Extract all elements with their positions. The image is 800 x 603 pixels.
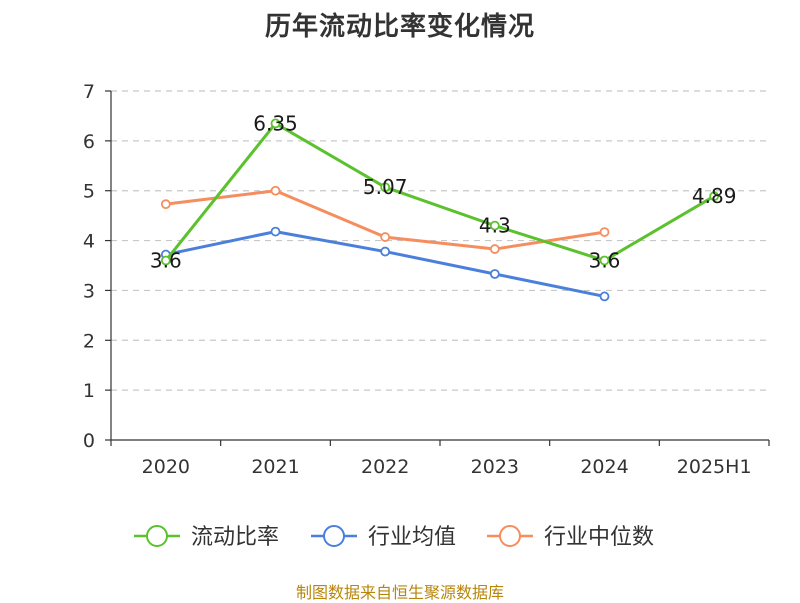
data-point[interactable] [160,255,171,266]
legend-item[interactable]: 行业均值 [311,525,456,550]
legend-marker-icon [323,525,345,547]
data-point[interactable] [380,246,391,257]
source-note: 制图数据来自恒生聚源数据库 [295,583,504,602]
legend-marker-icon [146,525,168,547]
legend-label: 行业均值 [368,525,456,550]
axes: 0 1 2 3 4 5 6 7 2020 2021 2022 2023 2024 2025H1 [83,81,770,478]
data-label: 4.89 [692,184,737,208]
legend[interactable]: 流动比率 行业均值 行业中位数 [134,525,654,550]
x-tick-label: 2023 [471,456,519,478]
y-tick-label: 0 [83,430,95,452]
data-point[interactable] [489,220,500,231]
data-point[interactable] [380,182,391,193]
x-tick-label: 2021 [251,456,299,478]
y-tick-label: 7 [83,81,95,103]
y-tick-label: 2 [83,330,95,352]
series-layer [160,118,720,302]
data-point[interactable] [599,291,610,302]
x-tick-label: 2022 [361,456,409,478]
data-point[interactable] [489,244,500,254]
data-point[interactable] [709,191,720,202]
data-point[interactable] [160,199,171,210]
data-point[interactable] [380,232,391,242]
legend-marker-icon [499,525,521,547]
legend-item[interactable]: 流动比率 [134,525,279,550]
data-label: 3.6 [150,249,182,273]
grid-lines [111,90,769,391]
data-point[interactable] [489,269,500,279]
data-point[interactable] [599,255,610,266]
y-tick-label: 3 [83,280,95,302]
data-label: 4.3 [479,214,511,238]
series-line [164,121,715,263]
data-label: 6.35 [253,111,298,135]
legend-item[interactable]: 行业中位数 [487,525,654,550]
y-tick-label: 1 [83,380,95,402]
legend-label: 行业中位数 [544,525,654,550]
y-tick-label: 6 [83,131,95,153]
x-tick-label: 2025H1 [677,456,752,478]
data-label: 3.6 [589,249,621,273]
legend-label: 流动比率 [191,525,279,550]
data-point[interactable] [270,185,281,196]
chart-title: 历年流动比率变化情况 [264,12,535,42]
data-point[interactable] [270,118,281,129]
y-tick-label: 5 [83,181,95,203]
y-tick-label: 4 [83,231,95,253]
data-labels: 3.6 6.35 5.07 4.3 3.6 4.89 [150,111,737,272]
x-tick-label: 2020 [142,456,190,478]
x-tick-label: 2024 [580,456,628,478]
data-point[interactable] [599,227,610,237]
data-label: 5.07 [363,175,408,199]
data-point[interactable] [270,226,281,237]
